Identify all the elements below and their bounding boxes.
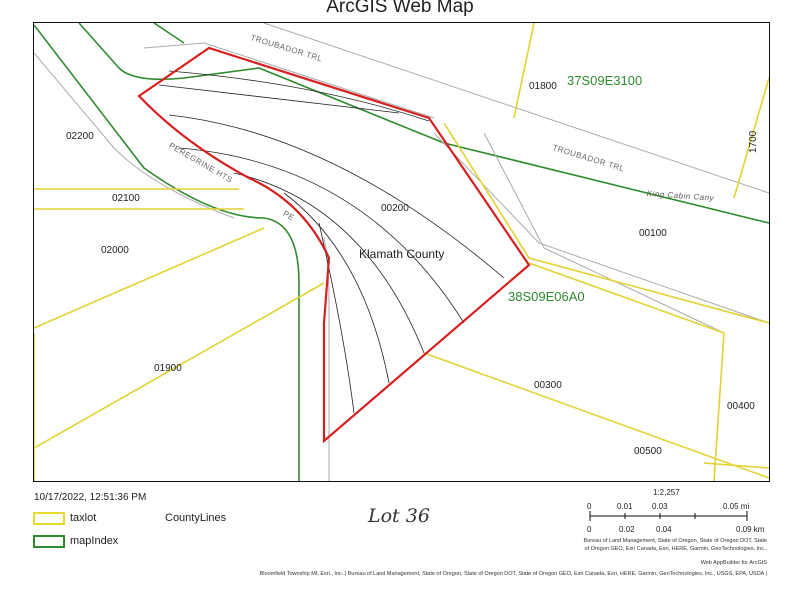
taxlot-label: 00100 xyxy=(639,228,667,239)
scale-mi-label: 0.01 xyxy=(617,502,633,511)
road-edge-line xyxy=(34,24,300,481)
taxlot-line xyxy=(528,262,725,481)
map-canvas[interactable]: 02200 02100 02000 01900 00200 00100 0030… xyxy=(33,22,770,482)
road-edge-line xyxy=(34,52,235,219)
taxlot-line xyxy=(34,282,325,449)
mapindex-legend-swatch xyxy=(33,535,65,548)
timestamp: 10/17/2022, 12:51:36 PM xyxy=(34,492,147,503)
taxlot-legend-label: taxlot xyxy=(70,512,97,524)
road-edge-line xyxy=(483,132,725,334)
countylines-legend-label: CountyLines xyxy=(165,512,227,524)
mapindex-legend-label: mapIndex xyxy=(70,535,119,547)
scale-km-label: 0 xyxy=(587,525,592,534)
road-edge-line xyxy=(78,23,769,224)
page-title: ArcGIS Web Map xyxy=(326,0,474,17)
map-index-label: 38S09E06A0 xyxy=(508,289,585,304)
handwritten-lot-note: Lot 36 xyxy=(368,505,430,527)
road-edge-line xyxy=(143,42,435,119)
map-index-label: 37S09E3100 xyxy=(567,73,643,88)
contour-line xyxy=(233,172,425,354)
subject-parcel-outline xyxy=(137,46,531,444)
taxlot-label: 01900 xyxy=(154,363,182,374)
road-edge-line xyxy=(433,132,769,324)
taxlot-label: 1700 xyxy=(748,130,759,153)
taxlot-label: 00300 xyxy=(534,380,562,391)
scale-km-label: 0.04 xyxy=(656,525,672,534)
scale-mi-label: 0 xyxy=(587,502,592,511)
taxlot-label: 01800 xyxy=(529,81,557,92)
taxlot-label: 02100 xyxy=(112,193,140,204)
taxlot-line xyxy=(703,462,769,469)
scale-km-label: 0.09 km xyxy=(736,525,765,534)
taxlot-line xyxy=(513,23,535,119)
road-edge-line xyxy=(153,23,185,44)
contour-line xyxy=(158,84,400,114)
attribution-line: Web AppBuilder for ArcGIS xyxy=(700,560,767,566)
scale-ratio: 1:2,257 xyxy=(653,488,680,497)
map-layers xyxy=(34,23,769,481)
taxlot-label: 02000 xyxy=(101,245,129,256)
taxlot-label: 02200 xyxy=(66,131,94,142)
taxlot-legend-swatch xyxy=(33,512,65,525)
taxlot-line xyxy=(34,227,265,329)
contour-line xyxy=(283,192,390,384)
scale-km-label: 0.02 xyxy=(619,525,635,534)
attribution-line: Bureau of Land Management, State of Oreg… xyxy=(583,538,767,544)
taxlot-label: 00400 xyxy=(727,401,755,412)
scale-bar xyxy=(589,511,748,521)
taxlot-line xyxy=(443,122,769,324)
taxlot-line xyxy=(733,77,769,199)
attribution-line: of Oregon GEO, Esri Canada, Esri, HERE, … xyxy=(584,546,768,552)
taxlot-label: 00200 xyxy=(381,203,409,214)
scale-mi-label: 0.05 mi xyxy=(723,502,750,511)
contour-line xyxy=(168,114,505,279)
attribution-line: Bloomfield Township MI, Esri., Inc. | Bu… xyxy=(259,571,767,577)
taxlot-line xyxy=(423,352,769,479)
scale-mi-label: 0.03 xyxy=(652,502,668,511)
contour-line xyxy=(168,70,430,122)
county-label: Klamath County xyxy=(359,247,445,261)
taxlot-label: 00500 xyxy=(634,446,662,457)
contour-line xyxy=(178,147,465,324)
